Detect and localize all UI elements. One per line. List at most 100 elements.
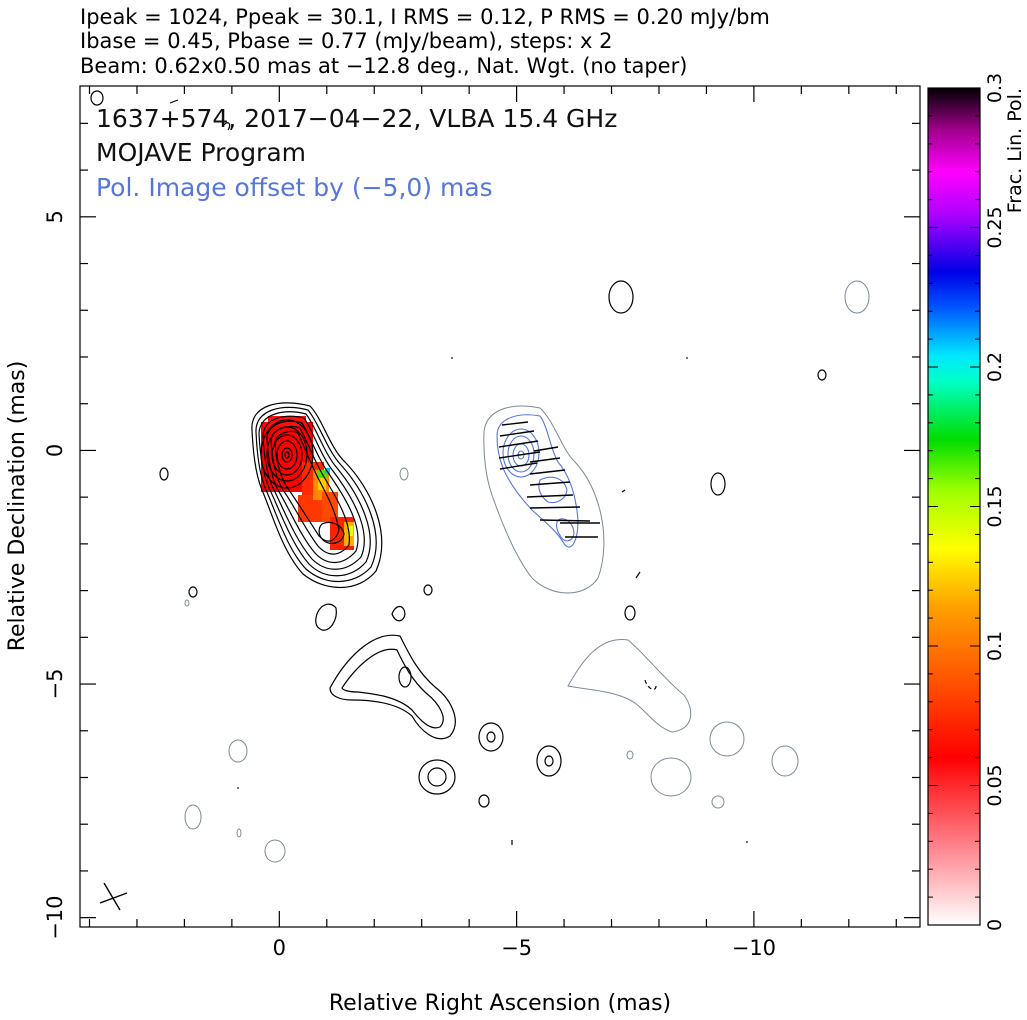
evpa-tick xyxy=(529,481,571,486)
isolated-contour xyxy=(608,280,634,314)
evpa-tick xyxy=(499,462,538,470)
isolated-contour xyxy=(423,584,433,596)
colorbar-tick-label: 0.05 xyxy=(984,764,1006,806)
core-contour xyxy=(260,419,314,489)
colorbar-ticks: 0 0.05 0.1 0.15 0.2 0.25 0.3 xyxy=(928,73,1006,931)
faint-pol-contour xyxy=(483,405,605,594)
faint-contour xyxy=(399,467,409,481)
noise-specks xyxy=(237,357,748,843)
pol-pixel-jet xyxy=(322,492,338,522)
intensity-contour xyxy=(255,406,377,583)
plot-title-source: 1637+574, 2017−04−22, VLBA 15.4 GHz xyxy=(96,104,617,133)
colorbar-tick-label: 0.25 xyxy=(984,206,1006,248)
extended-jet-contour xyxy=(329,634,456,740)
speck xyxy=(451,357,453,359)
isolated-contour xyxy=(621,489,626,493)
pol-contour xyxy=(507,435,535,473)
core-contour xyxy=(266,426,308,482)
evpa-tick xyxy=(533,446,559,452)
evpa-tick xyxy=(498,451,541,459)
isolated-contour xyxy=(427,767,447,787)
colorbar-tick-label: 0 xyxy=(984,919,1006,931)
faint-contour xyxy=(264,839,286,863)
evpa-tick xyxy=(501,421,529,426)
core-contour xyxy=(284,451,290,459)
isolated-contour xyxy=(486,731,496,743)
pol-pixel-knot xyxy=(348,526,353,536)
extended-jet-contour xyxy=(315,603,337,631)
axis-ticks xyxy=(80,86,920,927)
isolated-contour xyxy=(644,679,657,690)
pol-contour xyxy=(502,428,540,478)
y-tick-label: 5 xyxy=(43,210,67,223)
x-tick-label: −5 xyxy=(501,936,532,960)
faint-contour xyxy=(709,721,745,757)
pol-contour xyxy=(496,414,579,548)
colorbar: 0 0.05 0.1 0.15 0.2 0.25 0.3 Frac. Lin. Pol. xyxy=(927,73,1026,931)
isolated-contour xyxy=(169,99,179,104)
intensity-contour xyxy=(270,425,350,555)
pol-contour xyxy=(556,518,575,542)
fractional-polarization-map xyxy=(261,416,354,550)
faint-contour xyxy=(626,750,634,760)
beam-minor-axis xyxy=(99,892,128,904)
colorbar-tick-label: 0.1 xyxy=(984,631,1006,661)
extended-jet-contour xyxy=(391,605,406,622)
y-axis-label: Relative Declination (mas) xyxy=(5,361,30,652)
faint-contour xyxy=(844,280,870,314)
beam-marker xyxy=(99,882,128,911)
colorbar-tick-label: 0.3 xyxy=(984,73,1006,103)
header-levels-line: Ibase = 0.45, Pbase = 0.77 (mJy/beam), s… xyxy=(80,29,612,53)
core-contour xyxy=(276,440,298,470)
plot-area: 1637+574, 2017−04−22, VLBA 15.4 GHz MOJA… xyxy=(43,85,921,960)
isolated-contour xyxy=(536,745,562,777)
faint-contour xyxy=(184,804,202,830)
evpa-tick xyxy=(529,457,561,463)
intensity-contour xyxy=(266,420,359,564)
y-tick-label: 0 xyxy=(43,444,67,457)
axis-tick-labels: 0 −5 −10 5 0 −5 −10 xyxy=(43,210,776,960)
isolated-contour xyxy=(223,122,231,131)
isolated-contour xyxy=(710,472,726,496)
isolated-contour xyxy=(418,759,456,795)
beam-major-axis xyxy=(103,882,121,911)
faint-contour xyxy=(228,739,248,763)
pol-pixel-jet-high xyxy=(318,470,328,478)
pol-contour xyxy=(538,476,568,504)
extended-jet-contour xyxy=(398,666,412,688)
isolated-contour xyxy=(635,571,641,579)
isolated-contour xyxy=(817,369,827,381)
colorbar-tick-label: 0.2 xyxy=(984,352,1006,382)
knot-contour xyxy=(318,521,345,544)
y-tick-label: −5 xyxy=(43,669,67,700)
speck xyxy=(686,357,688,359)
pol-pixel-jet xyxy=(318,478,326,490)
evpa-tick xyxy=(526,494,574,498)
isolated-contour xyxy=(478,794,490,808)
isolated-contour xyxy=(90,90,104,106)
isolated-contour xyxy=(544,755,554,767)
faint-contour xyxy=(711,795,725,809)
evpa-tick xyxy=(499,430,535,437)
intensity-contour xyxy=(274,430,340,542)
core-contour xyxy=(281,447,293,463)
faint-contour xyxy=(650,757,692,797)
faint-contour xyxy=(236,828,242,838)
isolated-contour xyxy=(159,467,169,481)
intensity-contour xyxy=(251,402,383,589)
isolated-contour xyxy=(478,722,504,752)
plot-title-program: MOJAVE Program xyxy=(96,138,306,167)
y-tick-label: −10 xyxy=(43,895,67,939)
evpa-tick xyxy=(539,519,591,522)
colorbar-tick-label: 0.15 xyxy=(984,485,1006,527)
header-beam-line: Beam: 0.62x0.50 mas at −12.8 deg., Nat. … xyxy=(80,54,687,78)
x-axis-label: Relative Right Ascension (mas) xyxy=(329,991,671,1016)
evpa-vectors xyxy=(498,421,600,538)
colorbar-label: Frac. Lin. Pol. xyxy=(1004,88,1026,213)
faint-contour xyxy=(567,639,692,733)
speck xyxy=(746,841,748,843)
evpa-tick xyxy=(529,506,581,509)
evpa-tick xyxy=(498,440,539,448)
faint-contour xyxy=(184,599,190,607)
